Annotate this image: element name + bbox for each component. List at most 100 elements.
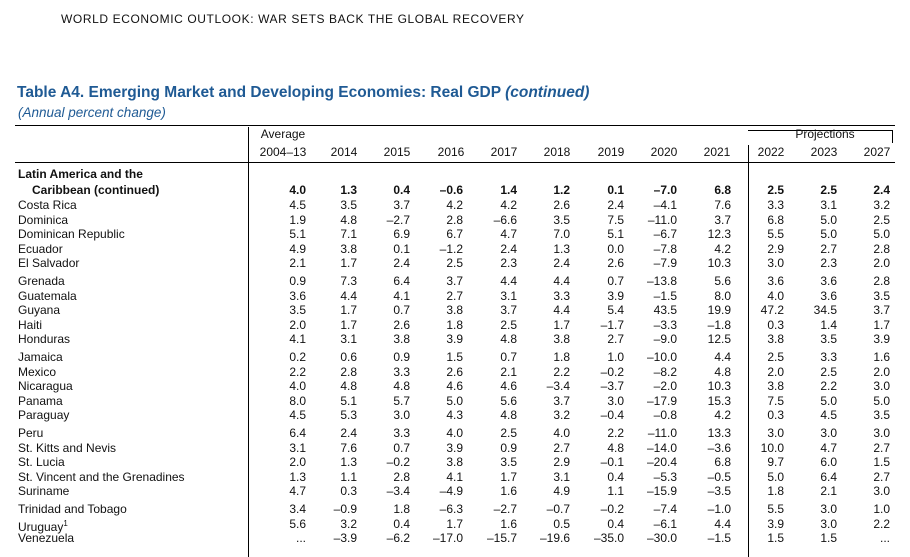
table-cell: 6.4 — [393, 274, 410, 288]
column-header-2022: 2022 — [757, 145, 785, 159]
table-cell: –17.0 — [432, 531, 463, 546]
table-cell: 3.6 — [767, 274, 784, 288]
running-head: WORLD ECONOMIC OUTLOOK: WAR SETS BACK TH… — [61, 12, 525, 26]
table-cell: 4.4 — [340, 288, 357, 303]
column-header-2017: 2017 — [490, 145, 518, 159]
table-cell: 6.8 — [714, 455, 731, 470]
table-cell: 1.8 — [767, 484, 784, 499]
row-label: Peru — [18, 426, 43, 440]
rule-line — [15, 125, 895, 126]
table-cell: 0.5 — [553, 516, 570, 531]
country-name: Haiti — [18, 317, 43, 332]
row-label: Uruguay1 — [18, 517, 68, 534]
region-value: 2.5 — [820, 183, 837, 197]
table-cell: 1.9 — [289, 212, 306, 227]
table-cell: 3.5 — [289, 303, 306, 318]
table-cell: 4.8 — [500, 408, 517, 423]
table-cell: 2.6 — [446, 364, 463, 379]
table-cell: 1.5 — [446, 350, 463, 364]
row-label: Venezuela — [18, 531, 74, 545]
table-cell: 0.4 — [393, 516, 410, 531]
table-cell: 4.2 — [500, 198, 517, 212]
table-cell: 3.7 — [553, 393, 570, 408]
country-name: Venezuela — [18, 531, 75, 546]
table-cell: –3.9 — [333, 531, 357, 546]
row-label: Haiti — [18, 318, 42, 332]
table-cell: 13.3 — [707, 426, 731, 440]
table-cell: 5.1 — [340, 393, 357, 408]
table-cell: 5.1 — [289, 227, 306, 242]
table-cell: 4.8 — [340, 212, 357, 227]
table-cell: –1.5 — [653, 288, 677, 303]
table-cell: –8.2 — [653, 364, 677, 379]
table-cell: –5.3 — [653, 469, 677, 484]
table-cell: 3.5 — [820, 332, 837, 347]
region-value: 1.4 — [500, 183, 517, 197]
table-cell: 3.0 — [820, 426, 837, 440]
table-cell: 1.3 — [340, 455, 357, 470]
row-label: Costa Rica — [18, 198, 77, 212]
table-cell: –35.0 — [593, 531, 624, 546]
table-cell: 2.1 — [500, 364, 517, 379]
country-name: Trinidad and Tobago — [18, 502, 127, 516]
table-cell: 12.3 — [707, 227, 731, 242]
table-cell: 4.5 — [820, 408, 837, 423]
table-cell: 2.6 — [607, 256, 624, 271]
column-header-2019: 2019 — [597, 145, 625, 159]
table-cell: 3.7 — [500, 303, 517, 318]
table-cell: 2.8 — [873, 241, 890, 256]
table-cell: 3.6 — [820, 274, 837, 288]
row-label: Suriname — [18, 484, 69, 498]
region-value: –0.6 — [439, 183, 463, 197]
table-cell: 4.1 — [289, 332, 306, 347]
table-cell: 3.7 — [393, 198, 410, 212]
row-label: St. Vincent and the Grenadines — [18, 470, 185, 484]
table-cell: 4.0 — [553, 426, 570, 440]
table-cell: –6.6 — [493, 212, 517, 227]
table-cell: –3.7 — [600, 379, 624, 394]
row-label: Honduras — [18, 332, 70, 346]
table-cell: 12.5 — [707, 332, 731, 347]
table-cell: 1.3 — [553, 241, 570, 256]
table-cell: 2.5 — [500, 317, 517, 332]
table-cell: 4.9 — [553, 484, 570, 499]
table-cell: 4.6 — [446, 379, 463, 394]
table-cell: 3.5 — [500, 455, 517, 470]
table-cell: 4.4 — [553, 274, 570, 288]
table-cell: 2.0 — [289, 317, 306, 332]
table-cell: 2.6 — [393, 317, 410, 332]
table-cell: 1.7 — [340, 256, 357, 271]
table-cell: –0.5 — [707, 469, 731, 484]
table-cell: 5.0 — [820, 227, 837, 242]
table-cell: 4.3 — [446, 408, 463, 423]
table-cell: 4.6 — [500, 379, 517, 394]
row-label: Dominica — [18, 213, 68, 227]
country-name: Paraguay — [18, 408, 70, 423]
table-cell: –9.0 — [653, 332, 677, 347]
table-cell: 4.7 — [500, 227, 517, 242]
table-cell: –13.8 — [646, 274, 677, 288]
country-name: Guyana — [18, 303, 61, 318]
country-name: Nicaragua — [18, 379, 73, 394]
table-cell: 4.9 — [289, 241, 306, 256]
column-header-2018: 2018 — [543, 145, 571, 159]
table-cell: 4.8 — [500, 332, 517, 347]
table-cell: 0.9 — [289, 274, 306, 288]
table-cell: 8.0 — [289, 393, 306, 408]
table-cell: –20.4 — [646, 455, 677, 470]
table-cell: 7.0 — [553, 227, 570, 242]
table-cell: 1.5 — [767, 531, 784, 546]
table-cell: 2.2 — [289, 364, 306, 379]
table-cell: 5.5 — [767, 227, 784, 242]
table-cell: –1.5 — [707, 531, 731, 546]
table-cell: 2.2 — [873, 516, 890, 531]
column-header-2014: 2014 — [330, 145, 358, 159]
table-cell: 3.0 — [767, 256, 784, 271]
table-cell: –10.0 — [646, 350, 677, 364]
table-cell: 0.1 — [393, 241, 410, 256]
table-cell: –0.9 — [333, 502, 357, 516]
table-cell: 6.9 — [393, 227, 410, 242]
table-cell: 3.6 — [820, 288, 837, 303]
column-header-2004–13: 2004–13 — [259, 145, 307, 159]
table-cell: –0.7 — [546, 502, 570, 516]
